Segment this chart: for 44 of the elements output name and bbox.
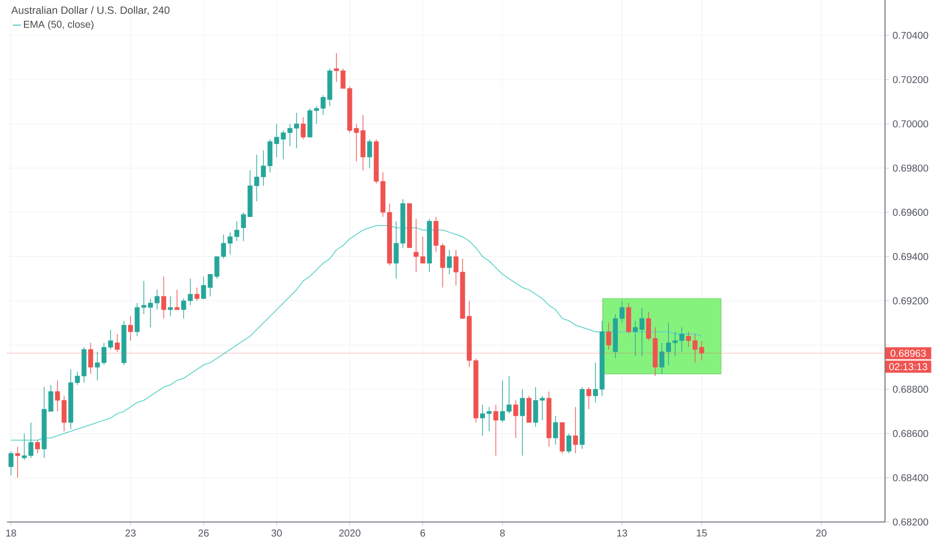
y-tick-label: 0.69600 <box>892 208 928 216</box>
x-tick-label: 18 <box>6 530 16 537</box>
x-tick-label: 13 <box>617 530 628 537</box>
candlestick <box>8 450 14 476</box>
candlestick <box>128 316 133 341</box>
ref-line-label: 0.68963 <box>890 350 926 357</box>
candlestick <box>493 404 498 456</box>
candlestick <box>35 440 40 454</box>
x-tick-label: 23 <box>125 530 136 537</box>
x-tick-label: 30 <box>271 530 282 537</box>
candlestick <box>194 287 200 302</box>
candlestick <box>586 386 592 410</box>
text: 02:13:13 <box>889 363 928 370</box>
candlestick <box>174 289 180 310</box>
y-tick-label: 0.70000 <box>892 120 928 128</box>
candlestick <box>446 250 452 275</box>
x-tick-label: 8 <box>500 530 505 537</box>
x-tick-label: 15 <box>696 530 707 536</box>
y-tick-label: 0.70400 <box>892 32 928 39</box>
y-tick-label: 0.70200 <box>892 76 928 84</box>
x-tick-label: 2020 <box>339 530 360 537</box>
y-tick-label: 0.68400 <box>892 474 928 482</box>
candlestick <box>513 400 518 438</box>
candlestick <box>606 322 612 350</box>
x-tick-label: 6 <box>420 530 426 537</box>
y-tick-label: 0.68600 <box>892 430 928 438</box>
x-tick-label: 20 <box>816 530 826 537</box>
candlestick <box>300 116 306 140</box>
y-tick-label: 0.68200 <box>892 518 928 526</box>
candlestick <box>553 415 558 445</box>
candlestick <box>566 433 572 454</box>
legend-label: EMA (50, close) <box>24 20 94 30</box>
y-tick-label: 0.68800 <box>892 386 928 393</box>
x-tick-label: 26 <box>198 530 209 537</box>
candlestick <box>367 138 372 168</box>
candlestick <box>573 406 578 454</box>
candlestick <box>168 296 173 317</box>
candlestick <box>520 388 525 456</box>
candlestick <box>161 276 166 319</box>
candlestick <box>15 446 20 478</box>
y-tick-label: 0.69400 <box>892 253 928 260</box>
y-tick-label: 0.69200 <box>892 297 928 304</box>
text: Australian Dollar / U.S. Dollar, 240 <box>11 6 170 16</box>
y-tick-label: 0.69800 <box>892 164 928 172</box>
